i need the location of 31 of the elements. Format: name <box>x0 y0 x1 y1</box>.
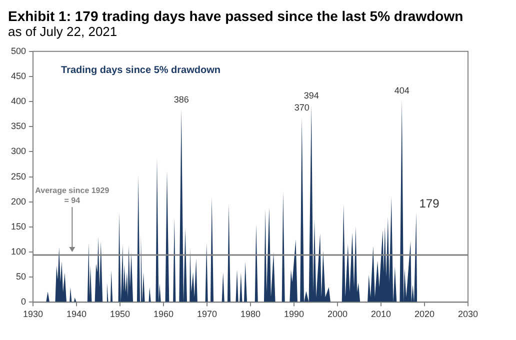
annotation: 179 <box>419 196 440 211</box>
x-tick-label: 1990 <box>284 309 304 320</box>
y-tick-label: 200 <box>10 196 26 206</box>
y-tick-label: 150 <box>10 221 26 232</box>
x-tick-label: 2030 <box>458 309 478 320</box>
x-tick-label: 1940 <box>66 309 87 320</box>
ref-line-label: Average since 1929 = 94 <box>35 186 110 206</box>
x-tick-label: 1930 <box>23 309 44 320</box>
annotation: 386 <box>174 94 189 105</box>
annotation: 370 <box>294 102 310 113</box>
y-tick-label: 450 <box>10 70 26 81</box>
text: Trading days since 5% drawdown <box>61 65 221 76</box>
x-tick-label: 1960 <box>153 309 174 320</box>
x-tick-label: 1970 <box>196 309 218 320</box>
y-tick-label: 400 <box>10 96 26 106</box>
annotation: 394 <box>304 90 319 101</box>
x-tick-label: 2010 <box>370 309 392 320</box>
x-tick-label: 2000 <box>327 309 348 320</box>
y-tick-label: 300 <box>10 146 26 156</box>
y-tick-label: 0 <box>21 296 26 307</box>
x-tick-label: 1950 <box>110 309 130 320</box>
y-tick-label: 100 <box>10 246 26 257</box>
y-tick-label: 250 <box>10 171 26 182</box>
chart-title: Exhibit 1: 179 trading days have passed since the last 5% drawdown <box>8 8 464 24</box>
x-tick-label: 2020 <box>414 309 435 320</box>
y-tick-label: 500 <box>10 46 26 56</box>
chart-subtitle: as of July 22, 2021 <box>8 24 118 39</box>
y-tick-label: 350 <box>10 121 26 132</box>
annotation: 404 <box>394 86 410 96</box>
x-tick-label: 1980 <box>240 309 261 320</box>
y-tick-label: 50 <box>16 272 26 282</box>
